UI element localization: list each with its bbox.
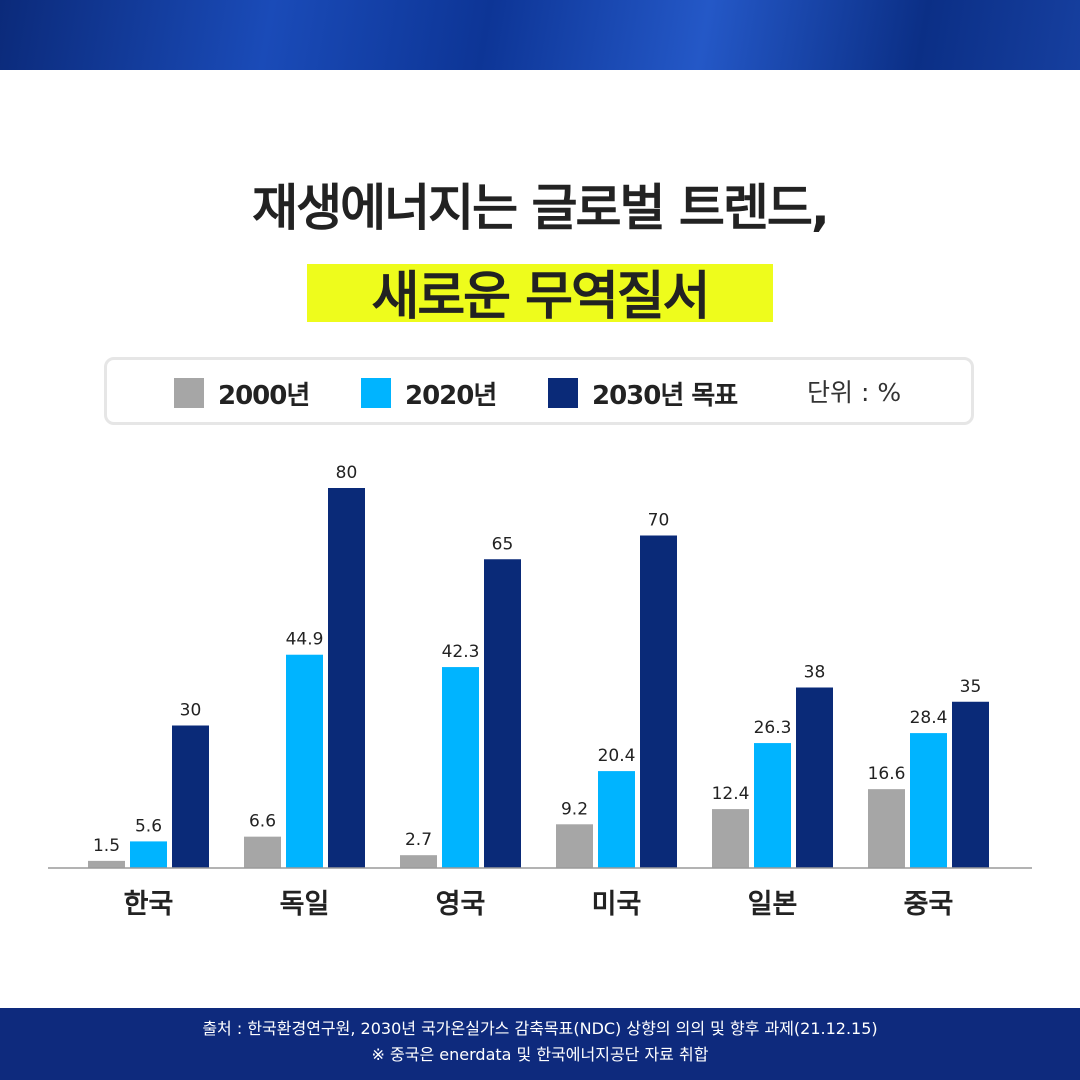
legend-swatch-2000 bbox=[174, 378, 204, 408]
unit-label: 단위 : % bbox=[807, 378, 902, 407]
data-label-5-2: 35 bbox=[960, 677, 982, 697]
data-label-4-2: 38 bbox=[804, 663, 826, 683]
bar-3-2 bbox=[640, 535, 677, 868]
category-label-2: 영국 bbox=[436, 889, 486, 920]
category-label-3: 미국 bbox=[592, 889, 642, 920]
data-label-0-2: 30 bbox=[180, 701, 202, 721]
legend-label: 2000년 bbox=[218, 380, 310, 411]
bar-3-1 bbox=[598, 771, 635, 868]
chart-legend: 2000년 2020년 2030년 목표 단위 : % bbox=[104, 357, 974, 425]
data-label-3-1: 20.4 bbox=[598, 746, 636, 766]
data-label-2-0: 2.7 bbox=[405, 830, 432, 850]
legend-swatch-2020 bbox=[361, 378, 391, 408]
bar-chart: 1.5 5.6 30 한국 6.6 44.9 80 독일 2.7 42.3 65 영국 9.2 20.4 7… bbox=[48, 463, 1032, 920]
page-subtitle: 새로운 무역질서 bbox=[371, 267, 711, 327]
bar-2-1 bbox=[442, 667, 479, 868]
legend-item-2020: 2020년 bbox=[361, 375, 497, 411]
bar-5-0 bbox=[868, 789, 905, 868]
bar-2-2 bbox=[484, 559, 521, 868]
labels-group: 1.5 5.6 30 한국 6.6 44.9 80 독일 2.7 42.3 65 영국 9.2 20.4 7… bbox=[93, 463, 981, 920]
data-label-4-0: 12.4 bbox=[712, 784, 750, 804]
bars-group bbox=[88, 488, 989, 868]
category-label-1: 독일 bbox=[280, 889, 330, 920]
category-label-0: 한국 bbox=[124, 889, 174, 920]
data-label-1-0: 6.6 bbox=[249, 812, 276, 832]
data-label-4-1: 26.3 bbox=[754, 718, 792, 738]
data-label-0-0: 1.5 bbox=[93, 836, 120, 856]
bar-4-0 bbox=[712, 809, 749, 868]
data-label-5-0: 16.6 bbox=[868, 764, 906, 784]
data-label-5-1: 28.4 bbox=[910, 708, 948, 728]
header-banner bbox=[0, 0, 1080, 70]
bar-5-2 bbox=[952, 701, 989, 868]
category-label-5: 중국 bbox=[904, 889, 954, 920]
data-label-3-2: 70 bbox=[648, 511, 670, 531]
data-label-1-2: 80 bbox=[336, 463, 358, 483]
legend-item-2030: 2030년 목표 bbox=[548, 375, 738, 411]
source-text: 출처 : 한국환경연구원, 2030년 국가온실가스 감축목표(NDC) 상향의… bbox=[202, 1019, 878, 1038]
bar-1-2 bbox=[328, 488, 365, 868]
bar-4-1 bbox=[754, 743, 791, 868]
bar-0-1 bbox=[130, 841, 167, 868]
data-label-0-1: 5.6 bbox=[135, 816, 162, 836]
bar-1-0 bbox=[244, 836, 281, 868]
title-highlight bbox=[307, 264, 773, 322]
note-text: ※ 중국은 enerdata 및 한국에너지공단 자료 취합 bbox=[371, 1045, 709, 1064]
data-label-1-1: 44.9 bbox=[286, 630, 324, 650]
bar-3-0 bbox=[556, 824, 593, 868]
bar-0-0 bbox=[88, 860, 125, 868]
bar-1-1 bbox=[286, 654, 323, 868]
legend-label: 2020년 bbox=[405, 380, 497, 411]
page-title: 재생에너지는 글로벌 트렌드, bbox=[252, 179, 830, 237]
legend-item-2000: 2000년 bbox=[174, 375, 310, 411]
data-label-2-2: 65 bbox=[492, 534, 514, 554]
data-label-3-0: 9.2 bbox=[561, 799, 588, 819]
bar-5-1 bbox=[910, 733, 947, 868]
bar-2-0 bbox=[400, 855, 437, 868]
data-label-2-1: 42.3 bbox=[442, 642, 480, 662]
bar-0-2 bbox=[172, 725, 209, 868]
footer: 출처 : 한국환경연구원, 2030년 국가온실가스 감축목표(NDC) 상향의… bbox=[0, 1008, 1080, 1080]
bar-4-2 bbox=[796, 687, 833, 868]
legend-label: 2030년 목표 bbox=[592, 380, 738, 411]
category-label-4: 일본 bbox=[748, 889, 798, 920]
legend-swatch-2030 bbox=[548, 378, 578, 408]
